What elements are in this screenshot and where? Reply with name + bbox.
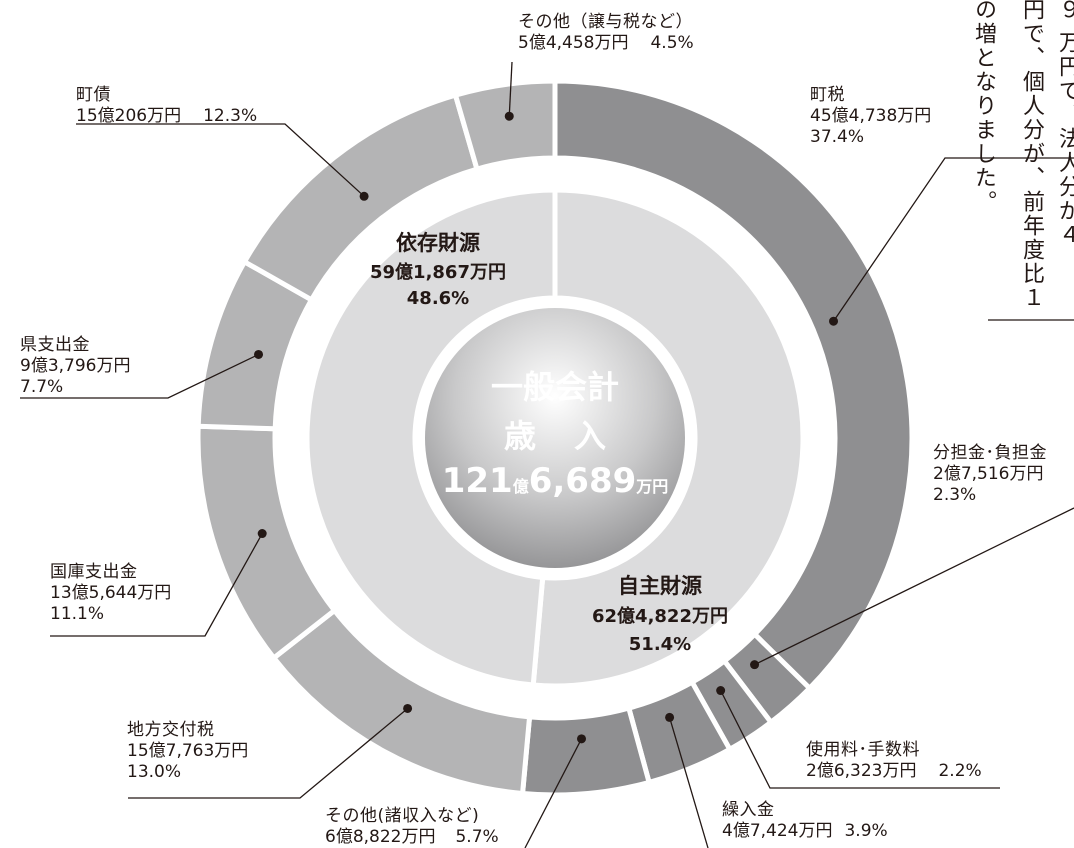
slice-name: 繰入金	[722, 800, 775, 820]
inner-slice-1	[304, 187, 558, 688]
center-title: 一般会計	[491, 368, 619, 406]
side-text-col3: ９ 万円で、法人分が４	[1055, 0, 1074, 247]
slice-percent: 2.2%	[938, 761, 982, 781]
leader-dot-6	[257, 529, 267, 539]
slice-label-town-bonds: 町債 15億206万円 12.3%	[76, 85, 257, 127]
slice-label-fees: 使用料･手数料 2億6,323万円 2.2%	[806, 740, 982, 782]
slice-amount: 13億5,644万円	[50, 583, 172, 603]
leader-line-6	[50, 533, 263, 637]
center-subtitle-b: 入	[574, 417, 606, 455]
group-percent-own: 51.4%	[629, 634, 691, 655]
leader-dot-9	[504, 111, 514, 121]
leader-dot-5	[403, 703, 413, 713]
group-name-own: 自主財源	[618, 574, 702, 598]
slice-name: 県支出金	[20, 335, 90, 355]
slice-amount: 2億6,323万円	[806, 761, 917, 781]
leader-line-7	[20, 353, 259, 399]
group-amount-own: 62億4,822万円	[592, 605, 728, 627]
leader-line-2	[720, 690, 1000, 789]
slice-amount: 15億7,763万円	[127, 741, 249, 761]
center-subtitle-a: 歳	[504, 417, 536, 455]
leader-dot-4	[577, 734, 587, 744]
leader-line-9	[508, 61, 513, 117]
slice-amount: 9億3,796万円	[20, 356, 131, 376]
slice-amount: 45億4,738万円	[810, 106, 932, 126]
leader-line-4	[524, 738, 583, 848]
slice-label-town-tax: 町税 45億4,738万円 37.4%	[810, 85, 931, 148]
slice-name: 地方交付税	[127, 720, 215, 740]
slice-percent: 4.5%	[650, 33, 694, 53]
inner-slice-0	[530, 187, 806, 689]
leader-line-5	[128, 707, 409, 799]
slice-label-other-income: その他(諸収入など) 6億8,822万円 5.7%	[325, 806, 499, 848]
center-circle	[425, 308, 685, 568]
outer-slice-9	[452, 78, 558, 173]
slice-label-other-transfer-tax: その他（譲与税など） 5億4,458万円 4.5%	[518, 12, 694, 54]
leader-dot-3	[665, 712, 675, 722]
slice-name: 町債	[76, 85, 111, 105]
slice-percent: 5.7%	[455, 827, 499, 847]
slice-percent: 7.7%	[20, 377, 64, 397]
slice-amount: 15億206万円	[76, 106, 182, 126]
outer-slice-4	[519, 705, 653, 798]
slice-label-transfers: 繰入金 4億7,424万円 3.9%	[722, 800, 888, 842]
slice-label-prefectural-disbursements: 県支出金 9億3,796万円 7.7%	[20, 335, 130, 398]
slice-percent: 12.3%	[203, 106, 258, 126]
slice-percent: 13.0%	[127, 762, 182, 782]
leader-dot-2	[716, 686, 726, 696]
slice-amount: 6億8,822万円	[325, 827, 436, 847]
group-percent-dependent: 48.6%	[407, 288, 469, 309]
leader-dot-1	[750, 660, 760, 670]
group-amount-dependent: 59億1,867万円	[370, 261, 506, 283]
leader-line-8	[76, 123, 365, 197]
slice-name: その他（譲与税など）	[518, 12, 693, 32]
slice-amount: 2億7,516万円	[933, 464, 1044, 484]
slice-name: その他(諸収入など)	[325, 806, 480, 826]
leader-line-1	[754, 507, 1074, 666]
group-name-dependent: 依存財源	[396, 231, 480, 255]
leader-dot-0	[829, 316, 839, 326]
slice-label-local-allocation-tax: 地方交付税 15億7,763万円 13.0%	[127, 720, 248, 783]
leader-line-3	[668, 717, 709, 848]
leader-line-0	[832, 157, 1074, 322]
slice-name: 分担金･負担金	[933, 443, 1047, 463]
slice-percent: 3.9%	[844, 821, 888, 841]
slice-label-national-disbursements: 国庫支出金 13億5,644万円 11.1%	[50, 562, 171, 625]
slice-name: 町税	[810, 85, 845, 105]
slice-percent: 37.4%	[810, 127, 865, 147]
slice-name: 国庫支出金	[50, 562, 138, 582]
outer-slice-0	[552, 78, 915, 692]
slice-percent: 2.3%	[933, 485, 977, 505]
leader-dot-8	[359, 191, 369, 201]
center-total: 121億6,689万円	[442, 461, 669, 501]
slice-label-contributions: 分担金･負担金 2億7,516万円 2.3%	[933, 443, 1047, 506]
side-text-col2: 円で、個人分が、前年度比１	[1019, 0, 1044, 310]
slice-name: 使用料･手数料	[806, 740, 920, 760]
slice-amount: 5億4,458万円	[518, 33, 629, 53]
side-text-col1: の増となりました。	[971, 0, 996, 214]
slice-percent: 11.1%	[50, 604, 105, 624]
leader-dot-7	[254, 349, 264, 359]
slice-amount: 4億7,424万円	[722, 821, 833, 841]
